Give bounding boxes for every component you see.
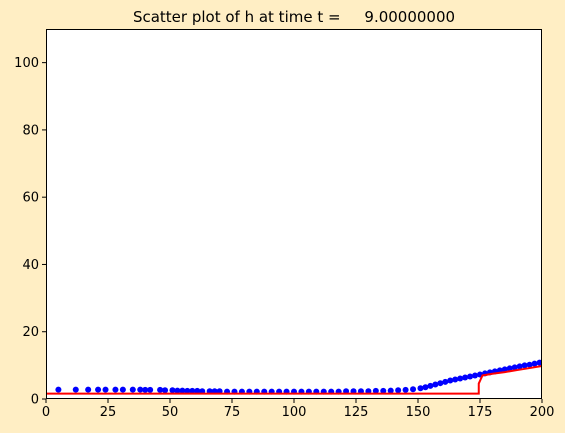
scatter-point [380,387,387,394]
scatter-point [169,387,176,394]
reference-line [46,365,542,395]
scatter-point [447,377,454,384]
scatter-point [531,360,538,367]
scatter-point [85,386,92,393]
y-tick-label: 60 [22,191,39,206]
scatter-point [72,386,79,393]
scatter-point [536,359,542,366]
scatter-point [526,361,533,368]
scatter-point [516,363,523,370]
x-tick-label: 75 [224,405,241,420]
scatter-point [402,386,409,393]
x-tick-label: 100 [282,405,307,420]
scatter-point [521,362,528,369]
scatter-point [142,386,149,393]
scatter-point [457,375,464,382]
marks [46,359,542,395]
x-tick-label: 150 [406,405,431,420]
scatter-point [452,376,459,383]
x-tick-label: 175 [468,405,493,420]
y-tick-label: 80 [22,123,39,138]
y-tick-label: 40 [22,258,39,273]
scatter-point [467,373,474,380]
scatter-point [184,387,191,394]
scatter-point [395,387,402,394]
scatter-point [119,386,126,393]
scatter-point [422,384,429,391]
x-tick-label: 25 [100,405,117,420]
plot-frame [46,29,542,399]
x-tick-label: 0 [42,405,50,420]
scatter-point [387,387,394,394]
scatter-point [137,386,144,393]
scatter-point [417,385,424,392]
scatter-point [189,387,196,394]
scatter-point [427,382,434,389]
scatter-point [372,387,379,394]
scatter-point [511,364,518,371]
x-tick-label: 200 [530,405,555,420]
scatter-point [162,387,169,394]
y-tick-label: 100 [14,56,39,71]
scatter-point [410,386,417,393]
scatter-point [129,386,136,393]
scatter-point [95,386,102,393]
scatter-point [112,386,119,393]
scatter-point [179,387,186,394]
scatter-point [194,387,201,394]
scatter-point [147,386,154,393]
y-tick-label: 0 [31,393,39,408]
x-tick-label: 50 [162,405,179,420]
scatter-point [442,378,449,385]
scatter-point [472,372,479,379]
scatter-point [102,386,109,393]
y-tick-label: 20 [22,325,39,340]
scatter-point [462,374,469,381]
scatter-point [437,380,444,387]
axes: 0 25 50 75 100 125 150 175 200 0 20 40 60 80 100 [14,56,554,420]
scatter-point [506,365,513,372]
scatter-point [174,387,181,394]
plot-area [46,29,542,399]
chart-title: Scatter plot of h at time t = 9.00000000 [133,8,455,26]
x-tick-label: 125 [344,405,369,420]
scatter-point [55,386,62,393]
scatter-point [432,381,439,388]
scatter-point [157,386,164,393]
